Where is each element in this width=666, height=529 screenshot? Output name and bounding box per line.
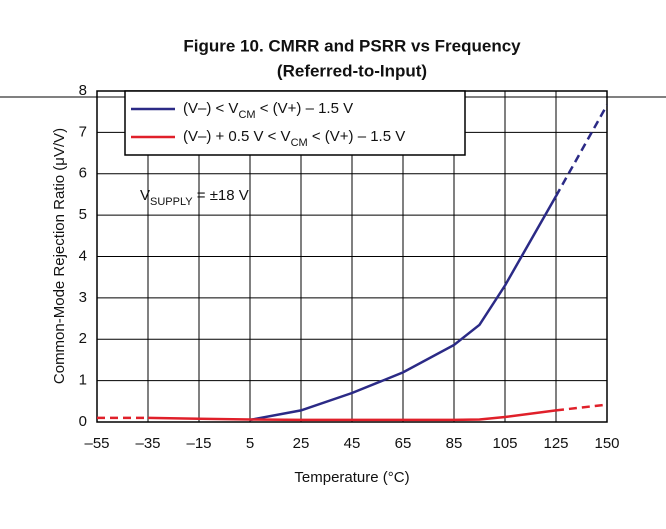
series-line xyxy=(555,403,608,412)
legend-label: (V–) + 0.5 V < VCM < (V+) – 1.5 V xyxy=(183,128,405,149)
x-tick-label: 45 xyxy=(344,435,361,452)
y-tick-label: 2 xyxy=(79,330,87,347)
x-tick-label: –15 xyxy=(186,435,211,452)
series-line xyxy=(147,409,557,422)
legend-box xyxy=(124,90,466,156)
y-tick-label: 0 xyxy=(79,413,87,430)
y-tick-label: 8 xyxy=(79,82,87,99)
x-axis-label: Temperature (°C) xyxy=(294,469,409,486)
y-tick-label: 6 xyxy=(79,165,87,182)
y-tick-label: 1 xyxy=(79,372,87,389)
chart-title: Figure 10. CMRR and PSRR vs Frequency xyxy=(183,36,521,55)
y-tick-label: 7 xyxy=(79,123,87,140)
x-tick-label: 65 xyxy=(395,435,412,452)
x-tick-label: –55 xyxy=(84,435,109,452)
x-tick-label: 125 xyxy=(543,435,568,452)
series-line xyxy=(249,195,558,422)
x-tick-label: 5 xyxy=(246,435,254,452)
y-tick-label: 3 xyxy=(79,289,87,306)
x-tick-label: –35 xyxy=(135,435,160,452)
y-axis-label: Common-Mode Rejection Ratio (μV/V) xyxy=(51,128,68,384)
y-tick-label: 5 xyxy=(79,206,87,223)
x-tick-label: 25 xyxy=(293,435,310,452)
x-tick-label: 85 xyxy=(446,435,463,452)
annotation: VSUPPLY = ±18 V xyxy=(140,187,249,208)
y-tick-label: 4 xyxy=(79,247,87,264)
x-tick-label: 105 xyxy=(492,435,517,452)
series-line xyxy=(554,104,609,197)
legend-label: (V–) < VCM < (V+) – 1.5 V xyxy=(183,100,353,121)
chart-subtitle: (Referred-to-Input) xyxy=(277,61,427,80)
x-tick-label: 150 xyxy=(594,435,619,452)
